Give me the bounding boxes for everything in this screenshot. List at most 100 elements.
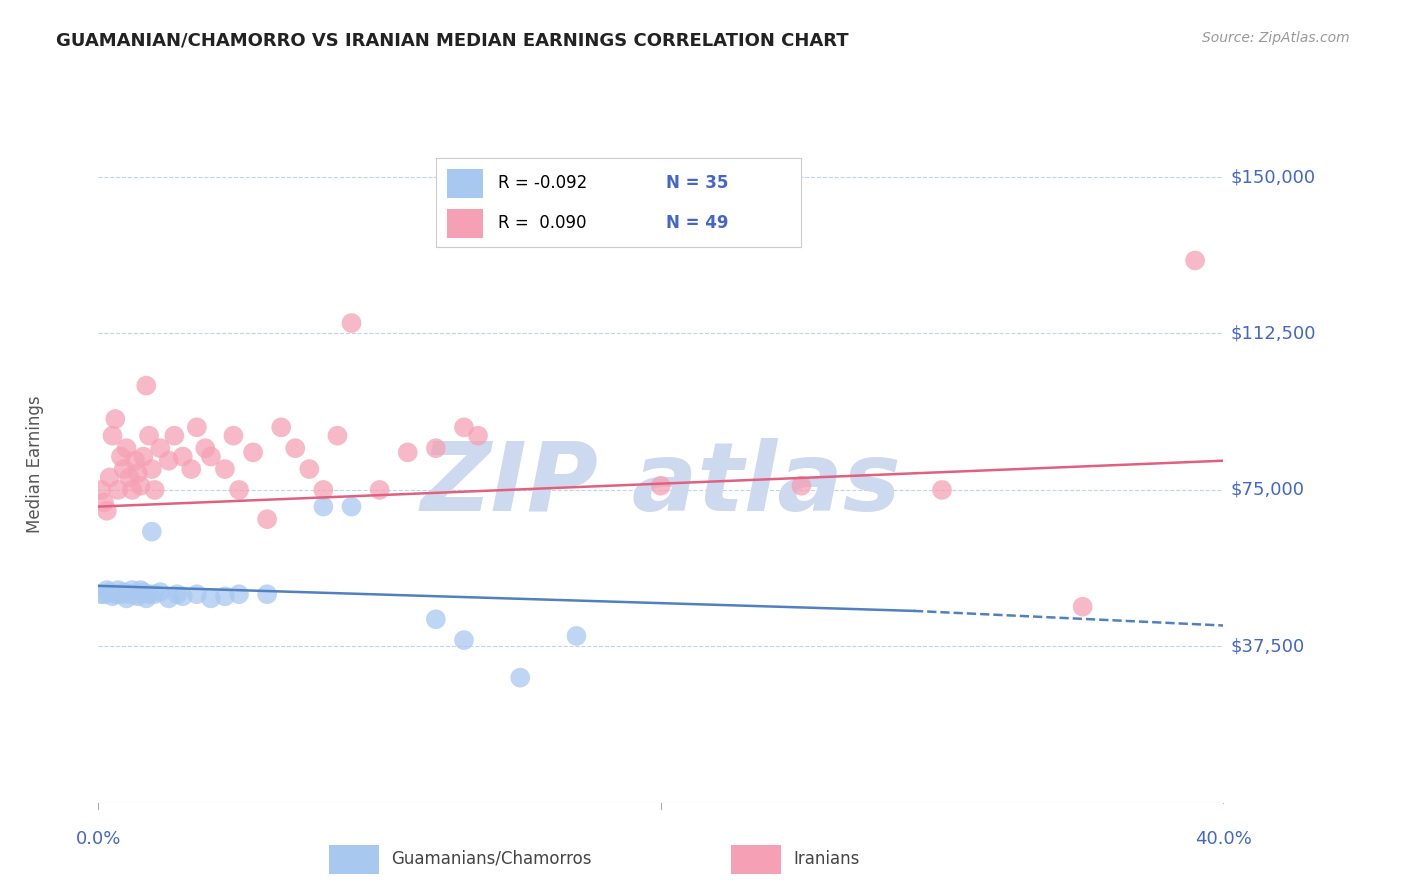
Text: N = 49: N = 49 [666,214,728,232]
Point [96,582,118,597]
Point [141,462,163,476]
Point [228,483,250,497]
Point [112,462,135,476]
Point [931,483,953,497]
Point [127,467,149,481]
Point [509,671,531,685]
Point [104,412,127,426]
Point [149,441,172,455]
Point [132,585,155,599]
Point [129,582,152,597]
Point [98,585,121,599]
Point [135,378,157,392]
Point [1184,253,1206,268]
Point [565,629,588,643]
Point [340,500,363,514]
Text: 40.0%: 40.0% [1195,830,1251,847]
Point [298,462,321,476]
Text: Median Earnings: Median Earnings [27,395,44,533]
Text: N = 35: N = 35 [666,174,728,192]
Point [166,587,188,601]
Text: GUAMANIAN/CHAMORRO VS IRANIAN MEDIAN EARNINGS CORRELATION CHART: GUAMANIAN/CHAMORRO VS IRANIAN MEDIAN EAR… [56,31,849,49]
Point [135,591,157,606]
Point [107,483,129,497]
Point [132,450,155,464]
Point [101,428,124,442]
Point [214,589,236,603]
Text: Iranians: Iranians [793,849,859,868]
Point [118,470,141,484]
Point [90,587,112,601]
Point [200,450,222,464]
Point [222,428,245,442]
Text: R = -0.092: R = -0.092 [498,174,588,192]
Point [214,462,236,476]
Point [112,585,135,599]
Point [157,453,180,467]
Point [143,587,166,601]
Point [172,450,194,464]
Point [110,587,132,601]
Text: ZIP atlas: ZIP atlas [420,438,901,531]
Point [312,483,335,497]
Text: $37,500: $37,500 [1230,638,1305,656]
Point [129,479,152,493]
Point [284,441,307,455]
Text: $112,500: $112,500 [1230,325,1316,343]
Point [141,524,163,539]
Point [149,585,172,599]
Point [186,420,208,434]
Point [228,587,250,601]
Point [312,500,335,514]
Point [138,587,160,601]
FancyBboxPatch shape [447,169,484,198]
Text: $75,000: $75,000 [1230,481,1305,499]
Point [104,587,127,601]
Point [650,479,672,493]
Point [180,462,202,476]
Text: R =  0.090: R = 0.090 [498,214,586,232]
Point [256,512,278,526]
Point [107,582,129,597]
Point [453,420,475,434]
Point [1071,599,1094,614]
Point [200,591,222,606]
Point [143,483,166,497]
Point [157,591,180,606]
Point [93,587,115,601]
Point [96,504,118,518]
Point [90,483,112,497]
Point [172,589,194,603]
Text: $150,000: $150,000 [1230,168,1316,186]
Text: Guamanians/Chamorros: Guamanians/Chamorros [391,849,592,868]
Point [118,587,141,601]
Point [396,445,419,459]
FancyBboxPatch shape [329,845,380,874]
Point [121,483,143,497]
Point [186,587,208,601]
Point [115,441,138,455]
Text: 0.0%: 0.0% [76,830,121,847]
Point [425,441,447,455]
FancyBboxPatch shape [447,210,484,238]
Point [127,589,149,603]
Point [270,420,292,434]
Point [368,483,391,497]
Point [194,441,217,455]
Point [98,470,121,484]
FancyBboxPatch shape [731,845,782,874]
Point [121,582,143,597]
Point [115,591,138,606]
Point [425,612,447,626]
Point [124,453,146,467]
Point [110,450,132,464]
Point [340,316,363,330]
Point [138,428,160,442]
Point [242,445,264,459]
Point [467,428,489,442]
Point [790,479,813,493]
Point [453,633,475,648]
Point [124,587,146,601]
Point [93,495,115,509]
Point [326,428,349,442]
